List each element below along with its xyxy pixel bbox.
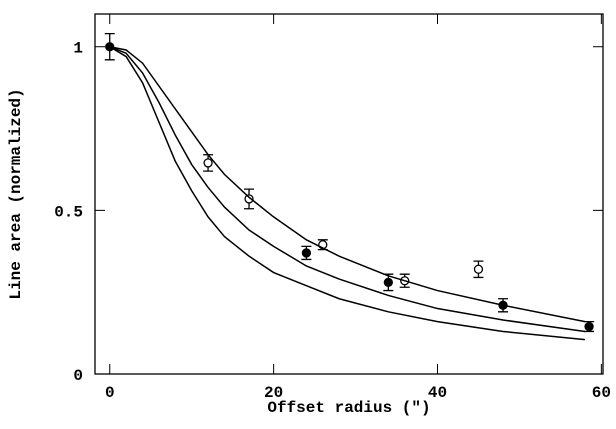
y-tick-label: 0.5 bbox=[54, 203, 83, 221]
x-tick-label: 20 bbox=[264, 384, 283, 402]
y-axis-label: Line area (normalized) bbox=[7, 88, 25, 299]
y-tick-label: 0 bbox=[73, 367, 83, 385]
x-tick-label: 40 bbox=[428, 384, 447, 402]
data-point bbox=[584, 321, 594, 332]
x-tick-label: 0 bbox=[105, 384, 115, 402]
model-curve bbox=[109, 46, 586, 341]
plot-frame bbox=[94, 13, 604, 375]
data-point bbox=[383, 277, 393, 288]
x-tick-label: 60 bbox=[592, 384, 611, 402]
y-tick-label: 1 bbox=[73, 40, 83, 58]
data-point bbox=[301, 248, 312, 258]
data-point bbox=[244, 194, 254, 204]
x-axis-label: Offset radius (″) bbox=[267, 399, 430, 417]
model-curve bbox=[109, 45, 586, 323]
model-curve bbox=[109, 46, 586, 333]
data-point bbox=[203, 158, 213, 168]
data-point bbox=[473, 264, 484, 274]
